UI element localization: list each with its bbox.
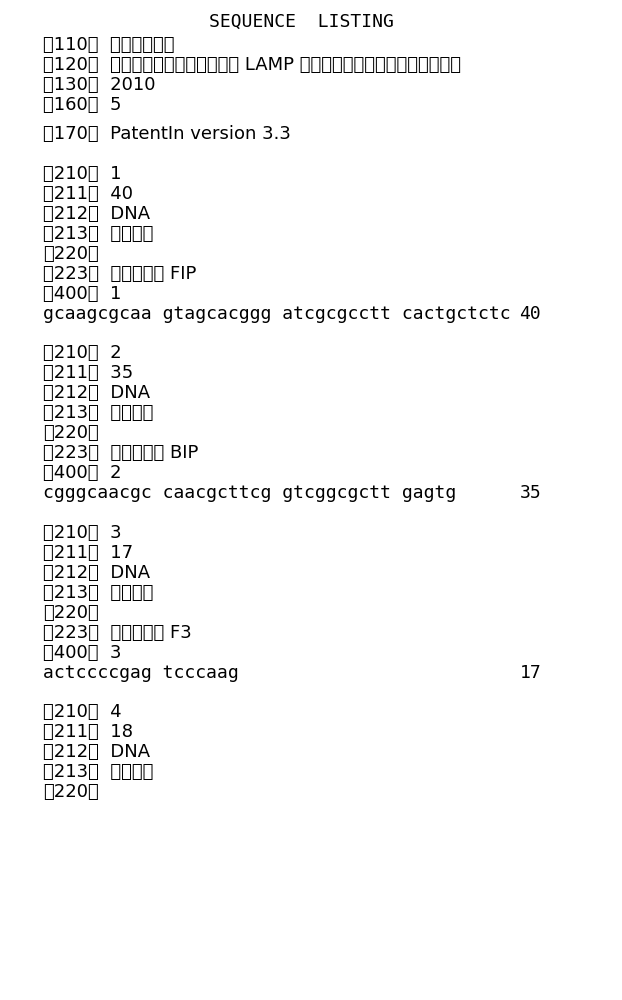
- Text: 〈211〉  35: 〈211〉 35: [44, 364, 134, 382]
- Text: 〈400〉  2: 〈400〉 2: [44, 464, 122, 482]
- Text: 〈400〉  1: 〈400〉 1: [44, 285, 122, 303]
- Text: cgggcaacgc caacgcttcg gtcggcgctt gagtg: cgggcaacgc caacgcttcg gtcggcgctt gagtg: [44, 484, 457, 502]
- Text: 〈220〉: 〈220〉: [44, 245, 99, 263]
- Text: 〈213〉  人工序列: 〈213〉 人工序列: [44, 225, 154, 243]
- Text: 〈211〉  17: 〈211〉 17: [44, 544, 134, 562]
- Text: 〈223〉  正向内引物 FIP: 〈223〉 正向内引物 FIP: [44, 265, 197, 283]
- Text: 17: 17: [519, 664, 541, 682]
- Text: 〈210〉  4: 〈210〉 4: [44, 703, 122, 721]
- Text: 〈210〉  2: 〈210〉 2: [44, 344, 122, 362]
- Text: 〈213〉  人工序列: 〈213〉 人工序列: [44, 404, 154, 422]
- Text: 〈400〉  3: 〈400〉 3: [44, 644, 122, 662]
- Text: 〈220〉: 〈220〉: [44, 783, 99, 801]
- Text: 〈160〉  5: 〈160〉 5: [44, 96, 122, 114]
- Text: 〈212〉  DNA: 〈212〉 DNA: [44, 743, 151, 761]
- Text: gcaagcgcaa gtagcacggg atcgcgcctt cactgctctc: gcaagcgcaa gtagcacggg atcgcgcctt cactgct…: [44, 305, 511, 323]
- Text: 〈130〉  2010: 〈130〉 2010: [44, 76, 156, 94]
- Text: actccccgag tcccaag: actccccgag tcccaag: [44, 664, 239, 682]
- Text: 〈210〉  3: 〈210〉 3: [44, 524, 122, 542]
- Text: 〈212〉  DNA: 〈212〉 DNA: [44, 205, 151, 223]
- Text: 〈213〉  人工序列: 〈213〉 人工序列: [44, 584, 154, 602]
- Text: 〈220〉: 〈220〉: [44, 604, 99, 622]
- Text: 〈212〉  DNA: 〈212〉 DNA: [44, 564, 151, 582]
- Text: SEQUENCE  LISTING: SEQUENCE LISTING: [209, 13, 394, 31]
- Text: 〈211〉  18: 〈211〉 18: [44, 723, 133, 741]
- Text: 35: 35: [519, 484, 541, 502]
- Text: 〈213〉  人工序列: 〈213〉 人工序列: [44, 763, 154, 781]
- Text: 〈120〉  一种用于检测终极腐霉菌的 LAMP 引物组合物、试剂盒及其检测方法: 〈120〉 一种用于检测终极腐霉菌的 LAMP 引物组合物、试剂盒及其检测方法: [44, 56, 462, 74]
- Text: 〈212〉  DNA: 〈212〉 DNA: [44, 384, 151, 402]
- Text: 〈220〉: 〈220〉: [44, 424, 99, 442]
- Text: 〈210〉  1: 〈210〉 1: [44, 165, 122, 183]
- Text: 〈170〉  PatentIn version 3.3: 〈170〉 PatentIn version 3.3: [44, 125, 291, 143]
- Text: 〈211〉  40: 〈211〉 40: [44, 185, 133, 203]
- Text: 〈223〉  反向内引物 BIP: 〈223〉 反向内引物 BIP: [44, 444, 199, 462]
- Text: 40: 40: [519, 305, 541, 323]
- Text: 〈110〉  南京农业大学: 〈110〉 南京农业大学: [44, 36, 175, 54]
- Text: 〈223〉  正向外引物 F3: 〈223〉 正向外引物 F3: [44, 624, 192, 642]
